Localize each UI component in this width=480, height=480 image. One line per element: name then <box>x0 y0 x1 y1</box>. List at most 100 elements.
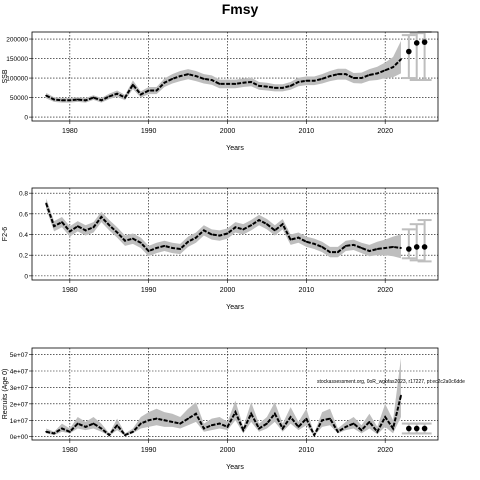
estimate-point <box>100 99 103 102</box>
x-tick-label: 1980 <box>62 447 78 454</box>
estimate-point <box>195 75 197 78</box>
estimate-point <box>360 247 363 249</box>
estimate-point <box>392 246 394 248</box>
estimate-point <box>202 229 205 232</box>
estimate-point <box>147 419 150 422</box>
estimate-point <box>171 247 174 249</box>
plot-frame <box>31 187 439 281</box>
estimate-point <box>360 429 363 432</box>
confidence-band <box>46 40 401 103</box>
estimate-point <box>68 230 71 233</box>
estimate-point <box>163 81 166 84</box>
estimate-point <box>116 92 119 95</box>
plot-frame <box>31 31 439 122</box>
y-tick-label: 0.8 <box>19 191 28 198</box>
estimate-point <box>132 83 134 86</box>
estimate-point <box>132 237 134 240</box>
estimate-point <box>250 412 253 415</box>
estimate-point <box>163 244 166 247</box>
y-tick-label: 1e+07 <box>10 418 29 425</box>
estimate-point <box>234 411 237 413</box>
projection-point <box>406 425 412 432</box>
plot-frame <box>31 347 439 441</box>
estimate-point <box>321 419 324 422</box>
estimate-line <box>45 58 402 102</box>
estimate-point <box>273 229 276 232</box>
x-tick-label: 1980 <box>62 287 78 294</box>
y-tick-label: 200000 <box>6 37 28 44</box>
projection-point <box>413 244 420 250</box>
y-tick-label: 150000 <box>6 56 28 63</box>
estimate-point <box>250 81 253 83</box>
y-axis-label: F2-6 <box>2 227 9 242</box>
estimate-line <box>45 203 402 254</box>
y-tick-label: 50000 <box>10 95 28 102</box>
estimate-point <box>400 58 402 61</box>
estimate-point <box>344 244 347 247</box>
estimate-point <box>226 232 229 235</box>
estimate-point <box>368 421 371 423</box>
y-axis-label: SSB <box>2 69 9 83</box>
estimate-point <box>76 422 79 425</box>
estimate-point <box>313 242 316 245</box>
estimate-point <box>392 66 394 69</box>
estimate-point <box>297 425 300 428</box>
projection-point <box>421 244 428 250</box>
estimate-point <box>163 419 166 422</box>
estimate-point <box>45 430 48 433</box>
estimate-point <box>61 427 63 430</box>
x-tick-label: 2000 <box>220 287 236 294</box>
estimate-point <box>139 241 142 244</box>
y-tick-label: 0e+00 <box>10 434 29 441</box>
estimate-point <box>281 223 284 226</box>
estimate-point <box>289 416 292 418</box>
y-tick-label: 0.2 <box>19 253 28 260</box>
estimate-point <box>266 422 268 425</box>
estimate-point <box>84 229 87 232</box>
estimate-point <box>313 79 316 82</box>
estimate-point <box>281 427 284 430</box>
x-axis-label: Years <box>226 145 244 152</box>
estimate-point <box>273 412 276 415</box>
estimate-point <box>258 219 260 221</box>
estimate-point <box>218 234 221 237</box>
estimate-point <box>61 221 63 224</box>
confidence-band <box>46 357 401 436</box>
estimate-point <box>187 73 189 76</box>
y-tick-label: 100000 <box>6 76 28 83</box>
estimate-point <box>187 417 189 420</box>
x-tick-label: 1990 <box>141 128 157 135</box>
estimate-point <box>242 429 245 432</box>
estimate-point <box>305 79 308 82</box>
estimate-point <box>266 85 268 88</box>
estimate-point <box>313 434 316 436</box>
estimate-point <box>53 225 55 228</box>
projection-point <box>406 48 412 55</box>
estimate-line <box>45 395 402 438</box>
estimate-point <box>281 86 284 89</box>
x-tick-label: 1980 <box>62 128 78 135</box>
estimate-point <box>84 99 87 102</box>
estimate-point <box>376 430 379 433</box>
estimate-point <box>336 430 339 433</box>
projection-point <box>421 425 428 432</box>
estimate-point <box>92 96 95 99</box>
estimate-point <box>195 412 197 415</box>
estimate-point <box>297 81 300 83</box>
estimate-point <box>289 238 292 241</box>
estimate-point <box>242 81 245 84</box>
estimate-point <box>108 95 111 98</box>
x-tick-label: 1990 <box>141 287 157 294</box>
estimate-point <box>116 231 119 234</box>
estimate-point <box>53 98 55 101</box>
y-tick-label: 0 <box>24 115 28 122</box>
x-tick-label: 1990 <box>141 447 157 454</box>
estimate-point <box>305 417 308 420</box>
estimate-point <box>92 422 95 425</box>
estimate-point <box>61 99 63 102</box>
estimate-point <box>76 225 79 228</box>
estimate-point <box>242 228 245 231</box>
estimate-point <box>344 425 347 428</box>
confidence-band <box>46 198 401 259</box>
x-axis-label: Years <box>226 464 244 471</box>
